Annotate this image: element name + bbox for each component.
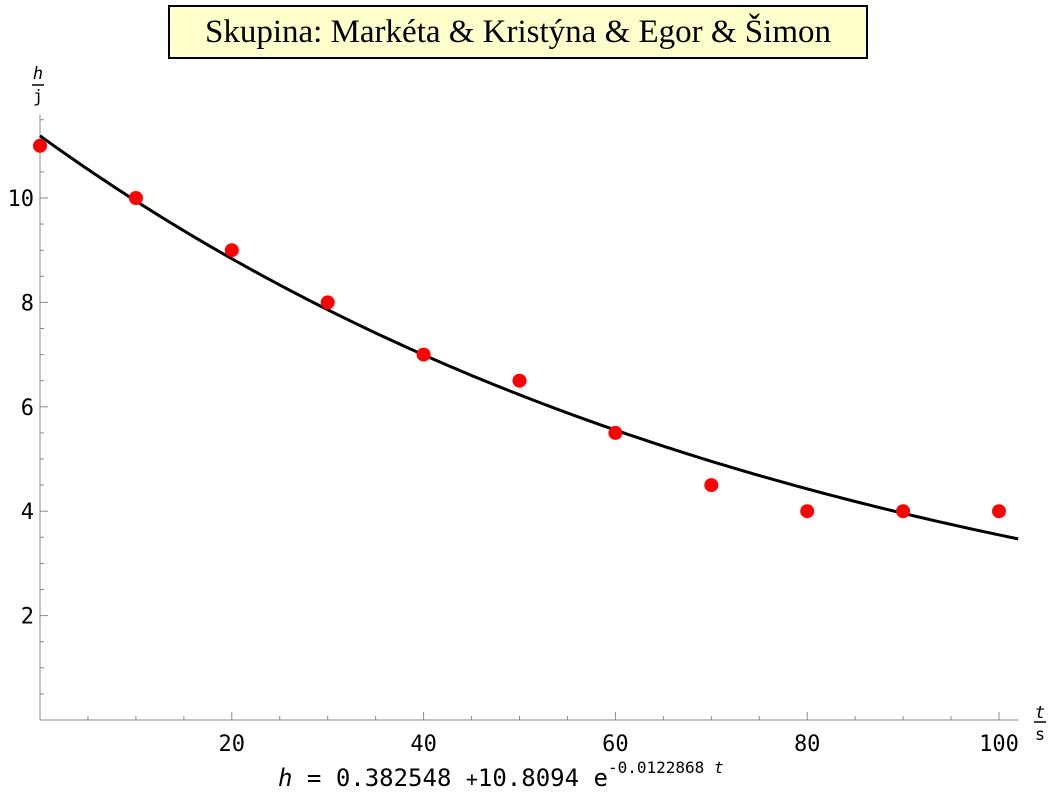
- formula-plus: +: [465, 767, 478, 791]
- formula-exponent-coef: -0.0122868: [607, 758, 705, 777]
- data-point: [128, 191, 143, 205]
- data-points: [33, 138, 1006, 519]
- y-tick-label: 6: [21, 396, 34, 421]
- x-tick-label: 60: [602, 732, 629, 757]
- x-axis-label-var: t: [1035, 703, 1045, 723]
- data-point: [992, 504, 1006, 519]
- data-point: [320, 295, 335, 310]
- data-point: [608, 425, 623, 440]
- y-axis-label-unit: j: [33, 87, 43, 107]
- data-point: [224, 243, 239, 258]
- axis-labels: hj ts: [32, 64, 1046, 745]
- x-tick-label: 100: [979, 732, 1019, 757]
- x-tick-label: 80: [794, 732, 821, 757]
- fit-formula: h = 0.382548 +10.8094 e-0.0122868 t: [278, 758, 724, 802]
- formula-exponent: -0.0122868 t: [608, 758, 724, 777]
- ticks: [40, 119, 1000, 720]
- fit-line: [39, 134, 1019, 541]
- y-tick-label: 4: [21, 500, 34, 525]
- chart-title: Skupina: Markéta & Kristýna & Egor & Šim…: [168, 5, 868, 59]
- tick-labels: 20 40 60 80 100 2 4 6 8 10: [8, 187, 1019, 757]
- data-point: [800, 504, 815, 519]
- x-axis-label-unit: s: [1035, 725, 1045, 745]
- fit-curve: [39, 134, 1019, 541]
- data-point: [704, 478, 719, 493]
- formula-constant: 0.382548: [335, 764, 452, 792]
- x-tick-label: 20: [219, 732, 246, 757]
- y-axis-label-var: h: [33, 64, 43, 84]
- formula-coefficient: 10.8094: [477, 764, 580, 792]
- formula-lhs: h: [278, 764, 293, 792]
- formula-e: e: [593, 764, 608, 792]
- formula-exponent-var: t: [713, 758, 724, 777]
- data-point: [416, 347, 431, 362]
- x-tick-label: 40: [410, 732, 437, 757]
- y-tick-label: 2: [21, 605, 34, 630]
- data-point: [512, 373, 527, 388]
- y-tick-label: 8: [21, 291, 34, 316]
- formula-equals: =: [306, 764, 322, 792]
- y-tick-label: 10: [8, 187, 35, 212]
- data-point: [33, 138, 47, 153]
- axes: [39, 114, 1019, 721]
- data-point: [896, 504, 911, 519]
